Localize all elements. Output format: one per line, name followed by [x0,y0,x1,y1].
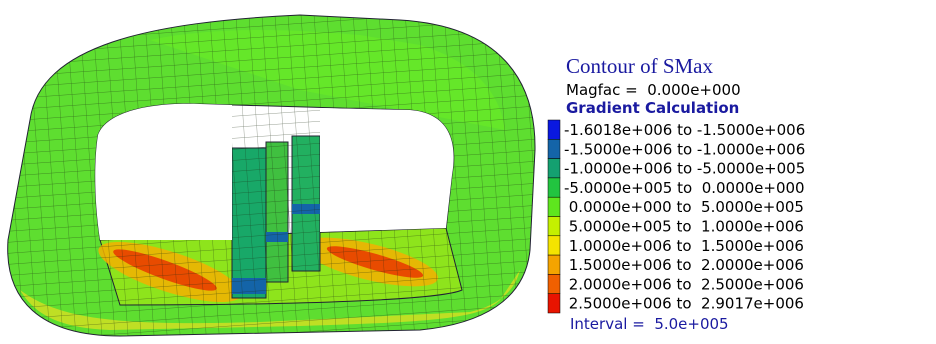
legend-label: -1.5000e+006 to -1.0000e+006 [564,140,805,158]
legend-swatch [548,217,560,236]
method: Gradient Calculation [566,99,739,117]
interval: Interval = 5.0e+005 [570,315,729,333]
legend-label: -1.0000e+006 to -5.0000e+005 [564,160,805,178]
legend-label: -1.6018e+006 to -1.5000e+006 [564,121,805,139]
page: Contour of SMax Magfac = 0.000e+000Gradie… [0,0,936,344]
mesh-grid [8,15,535,336]
magfac: Magfac = 0.000e+000 [566,81,741,99]
legend-swatch [548,255,560,274]
legend-label: 0.0000e+000 to 5.0000e+005 [564,198,804,216]
tunnel-model [8,15,535,336]
legend-label: -5.0000e+005 to 0.0000e+000 [564,179,805,197]
legend-label: 2.0000e+006 to 2.5000e+006 [564,275,804,293]
legend-swatch [548,139,560,158]
legend-swatch [548,120,560,139]
legend: Contour of SMax Magfac = 0.000e+000Gradie… [548,54,805,333]
legend-swatch [548,236,560,255]
legend-swatch [548,178,560,197]
contour-plot: Contour of SMax Magfac = 0.000e+000Gradie… [0,0,936,344]
legend-swatch [548,197,560,216]
legend-label: 1.5000e+006 to 2.0000e+006 [564,256,804,274]
legend-swatch [548,294,560,313]
legend-label: 2.5000e+006 to 2.9017e+006 [564,295,804,313]
legend-swatch [548,159,560,178]
legend-label: 1.0000e+006 to 1.5000e+006 [564,237,804,255]
legend-label: 5.0000e+005 to 1.0000e+006 [564,218,804,236]
legend-title: Contour of SMax [566,54,714,78]
legend-swatch [548,274,560,293]
